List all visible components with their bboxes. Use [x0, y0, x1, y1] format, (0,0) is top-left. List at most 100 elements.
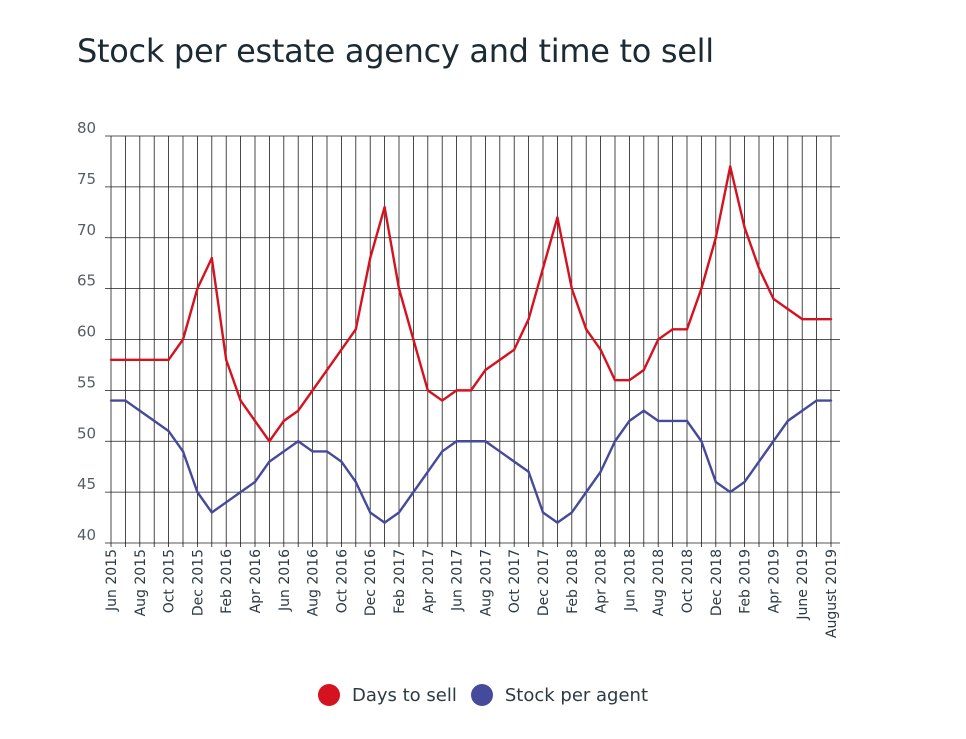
- data-point[interactable]: [455, 389, 458, 392]
- data-point[interactable]: [181, 338, 185, 341]
- data-point[interactable]: [714, 236, 717, 239]
- data-point[interactable]: [671, 328, 674, 331]
- data-point[interactable]: [153, 358, 156, 362]
- data-point[interactable]: [253, 480, 257, 484]
- data-point[interactable]: [297, 440, 300, 443]
- data-point[interactable]: [743, 480, 746, 484]
- data-point[interactable]: [181, 450, 185, 453]
- data-point[interactable]: [743, 226, 746, 229]
- data-point[interactable]: [383, 206, 386, 209]
- data-point[interactable]: [383, 521, 386, 524]
- data-point[interactable]: [153, 419, 156, 423]
- data-point[interactable]: [225, 358, 228, 362]
- data-point[interactable]: [757, 460, 761, 463]
- data-point[interactable]: [239, 490, 242, 494]
- data-point[interactable]: [210, 511, 213, 514]
- data-point[interactable]: [513, 460, 516, 463]
- data-point[interactable]: [613, 440, 617, 443]
- data-point[interactable]: [714, 480, 717, 484]
- data-point[interactable]: [311, 389, 314, 392]
- data-point[interactable]: [484, 440, 487, 443]
- data-point[interactable]: [138, 409, 141, 412]
- data-point[interactable]: [585, 328, 588, 331]
- data-point[interactable]: [556, 216, 559, 219]
- data-point[interactable]: [282, 419, 285, 423]
- data-point[interactable]: [340, 348, 343, 351]
- data-point[interactable]: [397, 511, 401, 514]
- data-point[interactable]: [498, 450, 501, 453]
- data-point[interactable]: [239, 399, 242, 402]
- data-point[interactable]: [527, 470, 530, 473]
- data-point[interactable]: [685, 419, 689, 423]
- data-point[interactable]: [325, 450, 329, 453]
- data-point[interactable]: [585, 490, 588, 494]
- data-point[interactable]: [772, 440, 775, 443]
- data-point[interactable]: [253, 419, 257, 423]
- data-point[interactable]: [325, 368, 329, 372]
- data-point[interactable]: [397, 287, 401, 290]
- data-point[interactable]: [210, 256, 213, 260]
- data-point[interactable]: [657, 419, 660, 423]
- data-point[interactable]: [426, 470, 429, 473]
- data-point[interactable]: [498, 358, 501, 362]
- data-point[interactable]: [541, 511, 545, 514]
- data-point[interactable]: [167, 429, 170, 433]
- data-point[interactable]: [613, 379, 617, 382]
- data-point[interactable]: [729, 165, 732, 168]
- legend-item-days-to-sell[interactable]: Days to sell: [317, 684, 457, 706]
- data-point[interactable]: [657, 338, 660, 341]
- data-point[interactable]: [801, 409, 804, 412]
- data-point[interactable]: [599, 470, 602, 473]
- data-point[interactable]: [412, 490, 415, 494]
- data-point[interactable]: [786, 307, 789, 311]
- data-point[interactable]: [138, 358, 141, 362]
- data-point[interactable]: [297, 409, 300, 412]
- data-point[interactable]: [570, 287, 573, 290]
- data-point[interactable]: [527, 317, 530, 321]
- data-point[interactable]: [513, 348, 516, 351]
- data-point[interactable]: [311, 450, 314, 453]
- data-point[interactable]: [815, 317, 818, 321]
- data-point[interactable]: [599, 348, 602, 351]
- data-point[interactable]: [829, 399, 833, 402]
- data-point[interactable]: [369, 511, 372, 514]
- data-point[interactable]: [772, 297, 775, 300]
- data-point[interactable]: [815, 399, 818, 402]
- data-point[interactable]: [412, 338, 415, 341]
- data-point[interactable]: [628, 419, 631, 423]
- data-point[interactable]: [124, 399, 127, 402]
- data-point[interactable]: [167, 358, 170, 362]
- data-point[interactable]: [441, 450, 444, 453]
- data-point[interactable]: [484, 368, 487, 372]
- data-point[interactable]: [556, 521, 559, 524]
- data-point[interactable]: [642, 368, 645, 372]
- data-point[interactable]: [541, 267, 545, 270]
- data-point[interactable]: [268, 440, 271, 443]
- data-point[interactable]: [700, 287, 703, 290]
- data-point[interactable]: [340, 460, 343, 463]
- data-point[interactable]: [729, 490, 732, 494]
- legend-item-stock-per-agent[interactable]: Stock per agent: [470, 684, 648, 706]
- data-point[interactable]: [685, 328, 689, 331]
- data-point[interactable]: [628, 379, 631, 382]
- data-point[interactable]: [196, 287, 199, 290]
- data-point[interactable]: [426, 389, 429, 392]
- data-point[interactable]: [829, 317, 833, 321]
- data-point[interactable]: [642, 409, 645, 412]
- data-point[interactable]: [369, 256, 372, 260]
- data-point[interactable]: [282, 450, 285, 453]
- data-point[interactable]: [469, 440, 473, 443]
- data-point[interactable]: [671, 419, 674, 423]
- data-point[interactable]: [109, 358, 113, 362]
- data-point[interactable]: [196, 490, 199, 494]
- data-point[interactable]: [570, 511, 573, 514]
- data-point[interactable]: [801, 317, 804, 321]
- data-point[interactable]: [354, 480, 357, 484]
- data-point[interactable]: [109, 399, 113, 402]
- data-point[interactable]: [225, 501, 228, 504]
- data-point[interactable]: [786, 419, 789, 423]
- data-point[interactable]: [268, 460, 271, 463]
- data-point[interactable]: [441, 399, 444, 402]
- data-point[interactable]: [469, 389, 473, 392]
- data-point[interactable]: [354, 328, 357, 331]
